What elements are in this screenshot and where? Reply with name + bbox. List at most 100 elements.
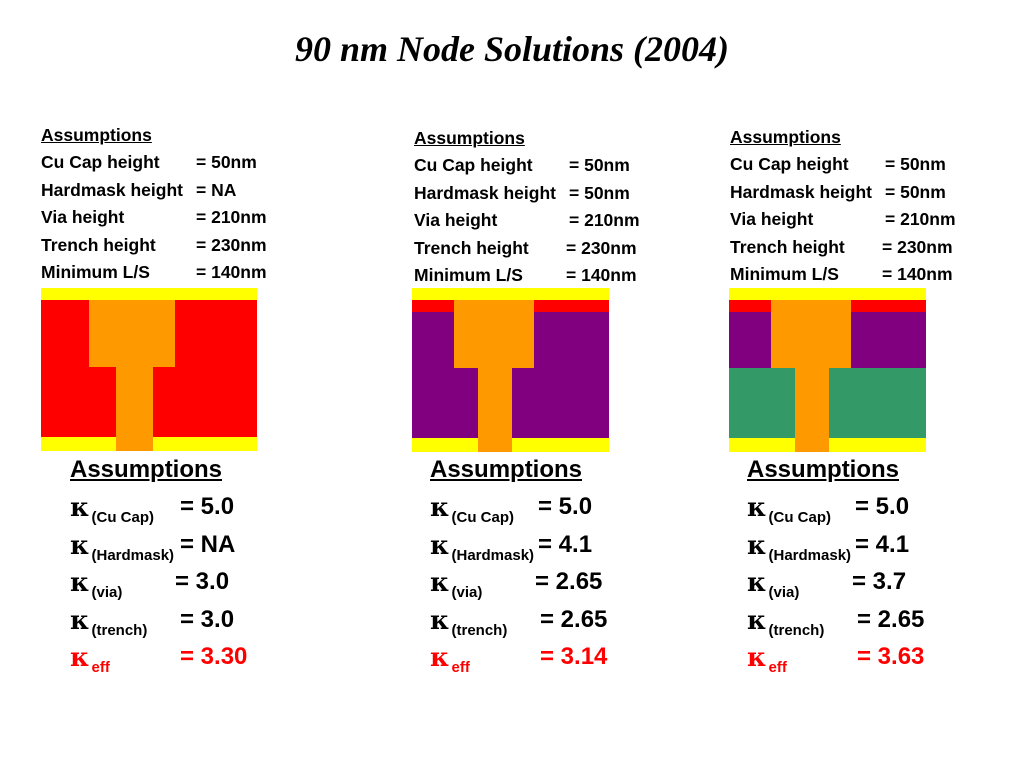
assumptions-header: Assumptions — [730, 127, 841, 147]
kappa-row-via: κ (via) = 3.0 — [70, 568, 330, 606]
kappa-subscript: (Hardmask) — [91, 546, 175, 564]
assumption-row-cu-cap-height: Cu Cap height = 50nm — [41, 149, 291, 176]
kappa-symbol: κ — [747, 493, 767, 523]
kappa-row-hardmask: κ (Hardmask) = 4.1 — [430, 531, 690, 569]
assumption-value: = 230nm — [566, 237, 637, 258]
assumption-row-hardmask-height: Hardmask height = 50nm — [414, 180, 664, 207]
assumption-row-hardmask-height: Hardmask height = NA — [41, 177, 291, 204]
assumption-value: = 210nm — [196, 207, 267, 228]
assumption-row-trench-height: Trench height = 230nm — [414, 235, 664, 262]
cu-cap-layer-top — [412, 288, 609, 300]
assumption-row-minimum-ls: Minimum L/S = 140nm — [730, 261, 990, 288]
assumption-value: = 230nm — [882, 236, 953, 257]
kappa-eff-value: = 3.14 — [540, 643, 608, 670]
assumption-label: Cu Cap height — [730, 154, 849, 175]
copper-trench — [454, 300, 534, 368]
assumption-label: Via height — [41, 207, 125, 228]
kappa-symbol: κ — [70, 568, 90, 598]
copper-via — [116, 367, 153, 451]
kappa-value: = 3.7 — [852, 568, 907, 595]
copper-via — [478, 368, 512, 452]
assumption-value: = 50nm — [885, 154, 946, 175]
kappa-symbol: κ — [747, 568, 767, 598]
kappa-panel-3: Assumptions κ (Cu Cap) = 5.0 κ (Hardmask) = … — [747, 455, 1007, 681]
stack-diagram-3 — [729, 288, 926, 452]
assumption-row-cu-cap-height: Cu Cap height = 50nm — [414, 152, 664, 179]
kappa-subscript: (trench) — [91, 621, 148, 639]
kappa-symbol: κ — [70, 530, 90, 561]
kappa-value: = 4.1 — [855, 530, 910, 558]
kappa-row-cu-cap: κ (Cu Cap) = 5.0 — [747, 493, 1007, 531]
assumption-row-cu-cap-height: Cu Cap height = 50nm — [730, 151, 990, 178]
assumption-value: = 140nm — [566, 264, 637, 285]
assumption-row-via-height: Via height = 210nm — [41, 204, 291, 231]
cu-cap-layer-top — [729, 288, 926, 300]
page-title: 90 nm Node Solutions (2004) — [294, 29, 730, 69]
assumption-row-minimum-ls: Minimum L/S = 140nm — [41, 259, 291, 286]
assumption-value: = 210nm — [569, 210, 640, 231]
assumptions-panel-1: Assumptions Cu Cap height = 50nm Hardmask… — [41, 122, 291, 286]
assumption-label: Trench height — [41, 234, 156, 255]
assumption-row-trench-height: Trench height = 230nm — [730, 234, 990, 261]
assumption-value: = 50nm — [885, 181, 946, 202]
kappa-row-eff: κ eff = 3.63 — [747, 643, 1007, 681]
assumption-value: = 210nm — [885, 209, 956, 230]
assumption-label: Hardmask height — [730, 181, 872, 202]
kappa-subscript: eff — [768, 659, 787, 676]
assumptions-header: Assumptions — [414, 128, 525, 148]
kappa-symbol: κ — [747, 605, 767, 636]
assumption-value: = 50nm — [569, 155, 630, 176]
assumption-row-trench-height: Trench height = 230nm — [41, 232, 291, 259]
kappa-subscript: (Cu Cap) — [91, 509, 155, 526]
kappa-value: = 2.65 — [857, 605, 925, 633]
kappa-row-via: κ (via) = 3.7 — [747, 568, 1007, 606]
kappa-value: = 5.0 — [538, 493, 593, 520]
kappa-subscript: (trench) — [768, 621, 825, 639]
assumption-label: Trench height — [414, 237, 529, 258]
kappa-row-hardmask: κ (Hardmask) = NA — [70, 531, 330, 569]
kappa-subscript: (Cu Cap) — [451, 509, 515, 526]
assumptions-panel-2: Assumptions Cu Cap height = 50nm Hardmask… — [414, 125, 664, 289]
kappa-subscript: eff — [451, 659, 470, 676]
kappa-symbol: κ — [430, 530, 450, 561]
kappa-row-cu-cap: κ (Cu Cap) = 5.0 — [70, 493, 330, 531]
kappa-symbol: κ — [430, 493, 450, 523]
copper-trench — [771, 300, 851, 368]
kappa-symbol: κ — [70, 493, 90, 523]
assumption-label: Minimum L/S — [414, 264, 523, 285]
kappa-symbol: κ — [747, 643, 767, 673]
assumption-label: Hardmask height — [414, 182, 556, 203]
kappa-row-trench: κ (trench) = 2.65 — [747, 606, 1007, 644]
kappa-value: = 3.0 — [180, 605, 235, 633]
cu-cap-layer-top — [41, 288, 257, 300]
kappa-subscript: (trench) — [451, 621, 508, 639]
kappa-subscript: (via) — [768, 584, 800, 601]
assumptions-header: Assumptions — [41, 125, 152, 145]
kappa-header: Assumptions — [747, 456, 900, 483]
kappa-symbol: κ — [747, 530, 767, 561]
kappa-subscript: (Hardmask) — [768, 546, 852, 564]
kappa-row-eff: κ eff = 3.14 — [430, 643, 690, 681]
kappa-panel-1: Assumptions κ (Cu Cap) = 5.0 κ (Hardmask) = … — [70, 455, 330, 681]
kappa-symbol: κ — [70, 605, 90, 636]
kappa-eff-value: = 3.63 — [857, 643, 925, 670]
copper-trench — [89, 300, 175, 367]
assumption-label: Hardmask height — [41, 179, 183, 200]
assumption-label: Minimum L/S — [41, 261, 150, 282]
assumption-value: = 50nm — [196, 152, 257, 173]
copper-via — [795, 368, 829, 452]
stack-diagram-1 — [41, 288, 257, 451]
assumption-label: Minimum L/S — [730, 263, 839, 284]
assumption-row-hardmask-height: Hardmask height = 50nm — [730, 179, 990, 206]
kappa-value: = 4.1 — [538, 530, 593, 558]
kappa-value: = NA — [180, 530, 236, 558]
assumption-label: Via height — [730, 209, 814, 230]
kappa-subscript: (via) — [451, 584, 483, 601]
assumption-label: Cu Cap height — [414, 155, 533, 176]
assumption-value: = 140nm — [196, 261, 267, 282]
kappa-subscript: eff — [91, 659, 110, 676]
kappa-value: = 3.0 — [175, 568, 230, 595]
kappa-eff-value: = 3.30 — [180, 643, 248, 670]
kappa-symbol: κ — [430, 605, 450, 636]
stack-diagram-2 — [412, 288, 609, 452]
